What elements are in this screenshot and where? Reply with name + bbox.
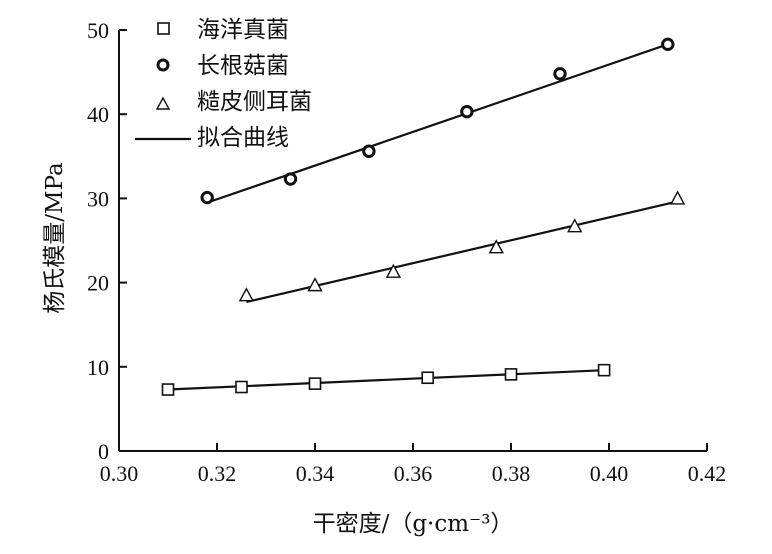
data-point-triangle: [488, 239, 504, 254]
y-axis-title: 杨氏模量/MPa: [42, 162, 68, 314]
data-point-square: [504, 368, 518, 381]
data-point-square: [421, 371, 435, 385]
y-ticks: 0 10 20 30 40 50: [87, 18, 127, 464]
x-tick-label: 0.36: [394, 461, 433, 486]
x-axis-title: 干密度/（g·cm⁻³）: [313, 511, 514, 537]
legend-marker-circle: [156, 58, 170, 72]
legend-label-series-2: 长根菇菌: [197, 53, 289, 79]
y-tick-label: 0: [98, 439, 109, 464]
x-tick-label: 0.30: [100, 461, 139, 486]
legend-label-series-1: 海洋真菌: [197, 17, 289, 43]
legend-label-series-3: 糙皮侧耳菌: [197, 89, 312, 115]
data-point-circle: [200, 190, 214, 205]
data-point-triangle: [669, 190, 686, 205]
x-tick-label: 0.42: [688, 461, 727, 486]
data-point-circle: [283, 172, 298, 186]
data-points: [161, 37, 686, 396]
fit-line-series-1: [167, 369, 605, 391]
data-point-square: [597, 363, 611, 377]
y-tick-label: 10: [87, 355, 109, 380]
data-point-circle: [460, 104, 474, 119]
data-point-triangle: [567, 218, 583, 233]
legend-label-fit: 拟合曲线: [197, 125, 289, 151]
y-tick-label: 40: [87, 102, 109, 127]
x-tick-label: 0.32: [198, 461, 237, 486]
data-point-triangle: [307, 277, 323, 292]
data-point-square: [161, 383, 175, 396]
y-tick-label: 30: [87, 186, 109, 211]
data-point-circle: [362, 144, 376, 158]
data-point-square: [235, 380, 248, 394]
data-point-square: [308, 377, 322, 390]
data-point-circle: [553, 67, 567, 81]
y-tick-label: 20: [87, 271, 109, 296]
data-point-triangle: [385, 263, 402, 278]
data-point-triangle: [238, 287, 255, 302]
x-tick-label: 0.34: [296, 461, 335, 486]
x-tick-label: 0.38: [492, 461, 531, 486]
data-point-circle: [661, 37, 675, 52]
y-tick-label: 50: [87, 18, 109, 43]
x-tick-label: 0.40: [590, 461, 629, 486]
legend-marker-square: [157, 22, 170, 35]
x-ticks: 0.30 0.32 0.34 0.36 0.38 0.40 0.42: [100, 443, 727, 486]
legend: 海洋真菌 长根菇菌 糙皮侧耳菌 拟合曲线: [135, 17, 312, 151]
legend-marker-triangle: [155, 96, 171, 110]
